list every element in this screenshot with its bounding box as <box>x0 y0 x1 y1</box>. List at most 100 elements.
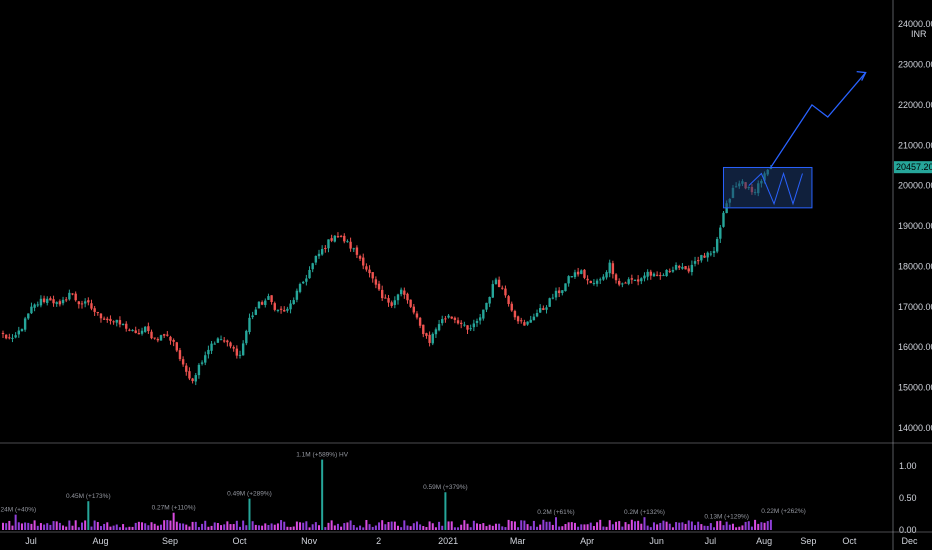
volume-bar <box>11 525 14 530</box>
volume-bar <box>175 521 178 530</box>
candle-body <box>137 333 141 335</box>
candle-body <box>444 318 447 320</box>
volume-bar <box>384 524 387 530</box>
volume-bar <box>428 521 431 530</box>
candle-body <box>678 266 681 268</box>
candle-body <box>684 266 687 270</box>
candle-body <box>251 315 254 318</box>
volume-bar <box>226 521 229 530</box>
candle-body <box>712 251 716 254</box>
candlestick-series <box>1 165 773 386</box>
projection-path <box>770 72 867 168</box>
volume-bar <box>346 522 349 530</box>
volume-bar <box>532 520 535 530</box>
volume-bar <box>412 523 415 530</box>
candle-body <box>349 241 352 249</box>
volume-bar <box>722 525 725 530</box>
candle-body <box>371 272 374 279</box>
candle-body <box>71 293 74 295</box>
volume-bar <box>694 525 697 530</box>
candle-body <box>697 260 700 262</box>
candle-body <box>532 316 536 321</box>
volume-bar <box>643 517 646 530</box>
candle-body <box>494 279 498 285</box>
volume-bar <box>251 521 254 530</box>
candle-body <box>722 212 725 227</box>
candle-body <box>58 301 62 305</box>
volume-bar <box>558 526 561 530</box>
volume-bar <box>99 526 102 530</box>
candle-body <box>406 293 409 301</box>
volume-bar <box>602 526 605 530</box>
candle-body <box>715 238 719 252</box>
candle-body <box>396 294 400 301</box>
volume-bar <box>210 525 213 530</box>
candle-body <box>497 279 501 288</box>
candle-body <box>305 278 308 282</box>
candle-body <box>270 295 273 303</box>
candle-body <box>46 298 49 303</box>
drawing-overlay <box>722 70 867 209</box>
volume-bar <box>43 524 46 530</box>
volume-bar <box>678 522 681 530</box>
candle-body <box>456 320 460 324</box>
candle-body <box>320 248 324 255</box>
volume-annotation: 0.2M (+61%) <box>537 509 574 516</box>
candle-body <box>295 290 299 300</box>
candle-body <box>219 339 223 341</box>
volume-bar <box>295 521 298 530</box>
candle-body <box>36 304 39 306</box>
candle-body <box>646 271 649 277</box>
volume-bar <box>728 524 731 530</box>
volume-bar <box>172 512 175 530</box>
candle-body <box>330 238 333 241</box>
candle-body <box>633 280 637 282</box>
candle-body <box>463 324 466 326</box>
candle-body <box>257 301 261 309</box>
volume-bar <box>194 521 197 530</box>
candle-body <box>308 269 311 279</box>
candle-body <box>283 310 286 312</box>
candle-body <box>516 316 520 322</box>
time-tick-label: 2 <box>376 536 381 546</box>
volume-annotation: 0.2M (+132%) <box>624 509 665 516</box>
volume-series: 0.24M (+40%) 0.45M (+173%) 0.27M (+110%) 0.… <box>0 452 806 530</box>
volume-bar <box>112 525 115 530</box>
volume-bar <box>567 522 570 530</box>
volume-bar <box>510 521 513 530</box>
volume-bar <box>520 520 523 530</box>
candle-body <box>390 302 393 306</box>
volume-bar <box>615 521 618 530</box>
candle-body <box>156 338 160 341</box>
volume-bar <box>36 525 39 530</box>
volume-bar <box>403 520 406 530</box>
candle-body <box>162 334 166 336</box>
volume-bar <box>457 527 460 530</box>
candle-body <box>453 317 457 320</box>
candle-body <box>665 269 668 277</box>
volume-bar <box>621 526 624 530</box>
candle-body <box>93 308 96 312</box>
candle-body <box>589 280 592 284</box>
candle-body <box>466 325 469 330</box>
candle-body <box>169 336 172 341</box>
volume-bar <box>125 527 128 530</box>
volume-bar <box>289 526 292 530</box>
volume-bar <box>453 527 456 530</box>
volume-bar <box>229 524 232 530</box>
price-tick-label: 15000.00 <box>898 383 932 393</box>
volume-bar <box>646 525 649 530</box>
volume-bar <box>466 523 469 530</box>
volume-bar <box>27 522 30 530</box>
candle-body <box>570 276 573 278</box>
volume-annotation: 0.27M (+110%) <box>152 505 196 512</box>
volume-bar <box>447 521 450 530</box>
volume-bar <box>431 523 434 530</box>
time-tick-label: Oct <box>233 536 248 546</box>
volume-bar <box>213 522 216 530</box>
candle-body <box>447 315 450 318</box>
candle-body <box>693 261 697 264</box>
candle-body <box>567 276 570 284</box>
